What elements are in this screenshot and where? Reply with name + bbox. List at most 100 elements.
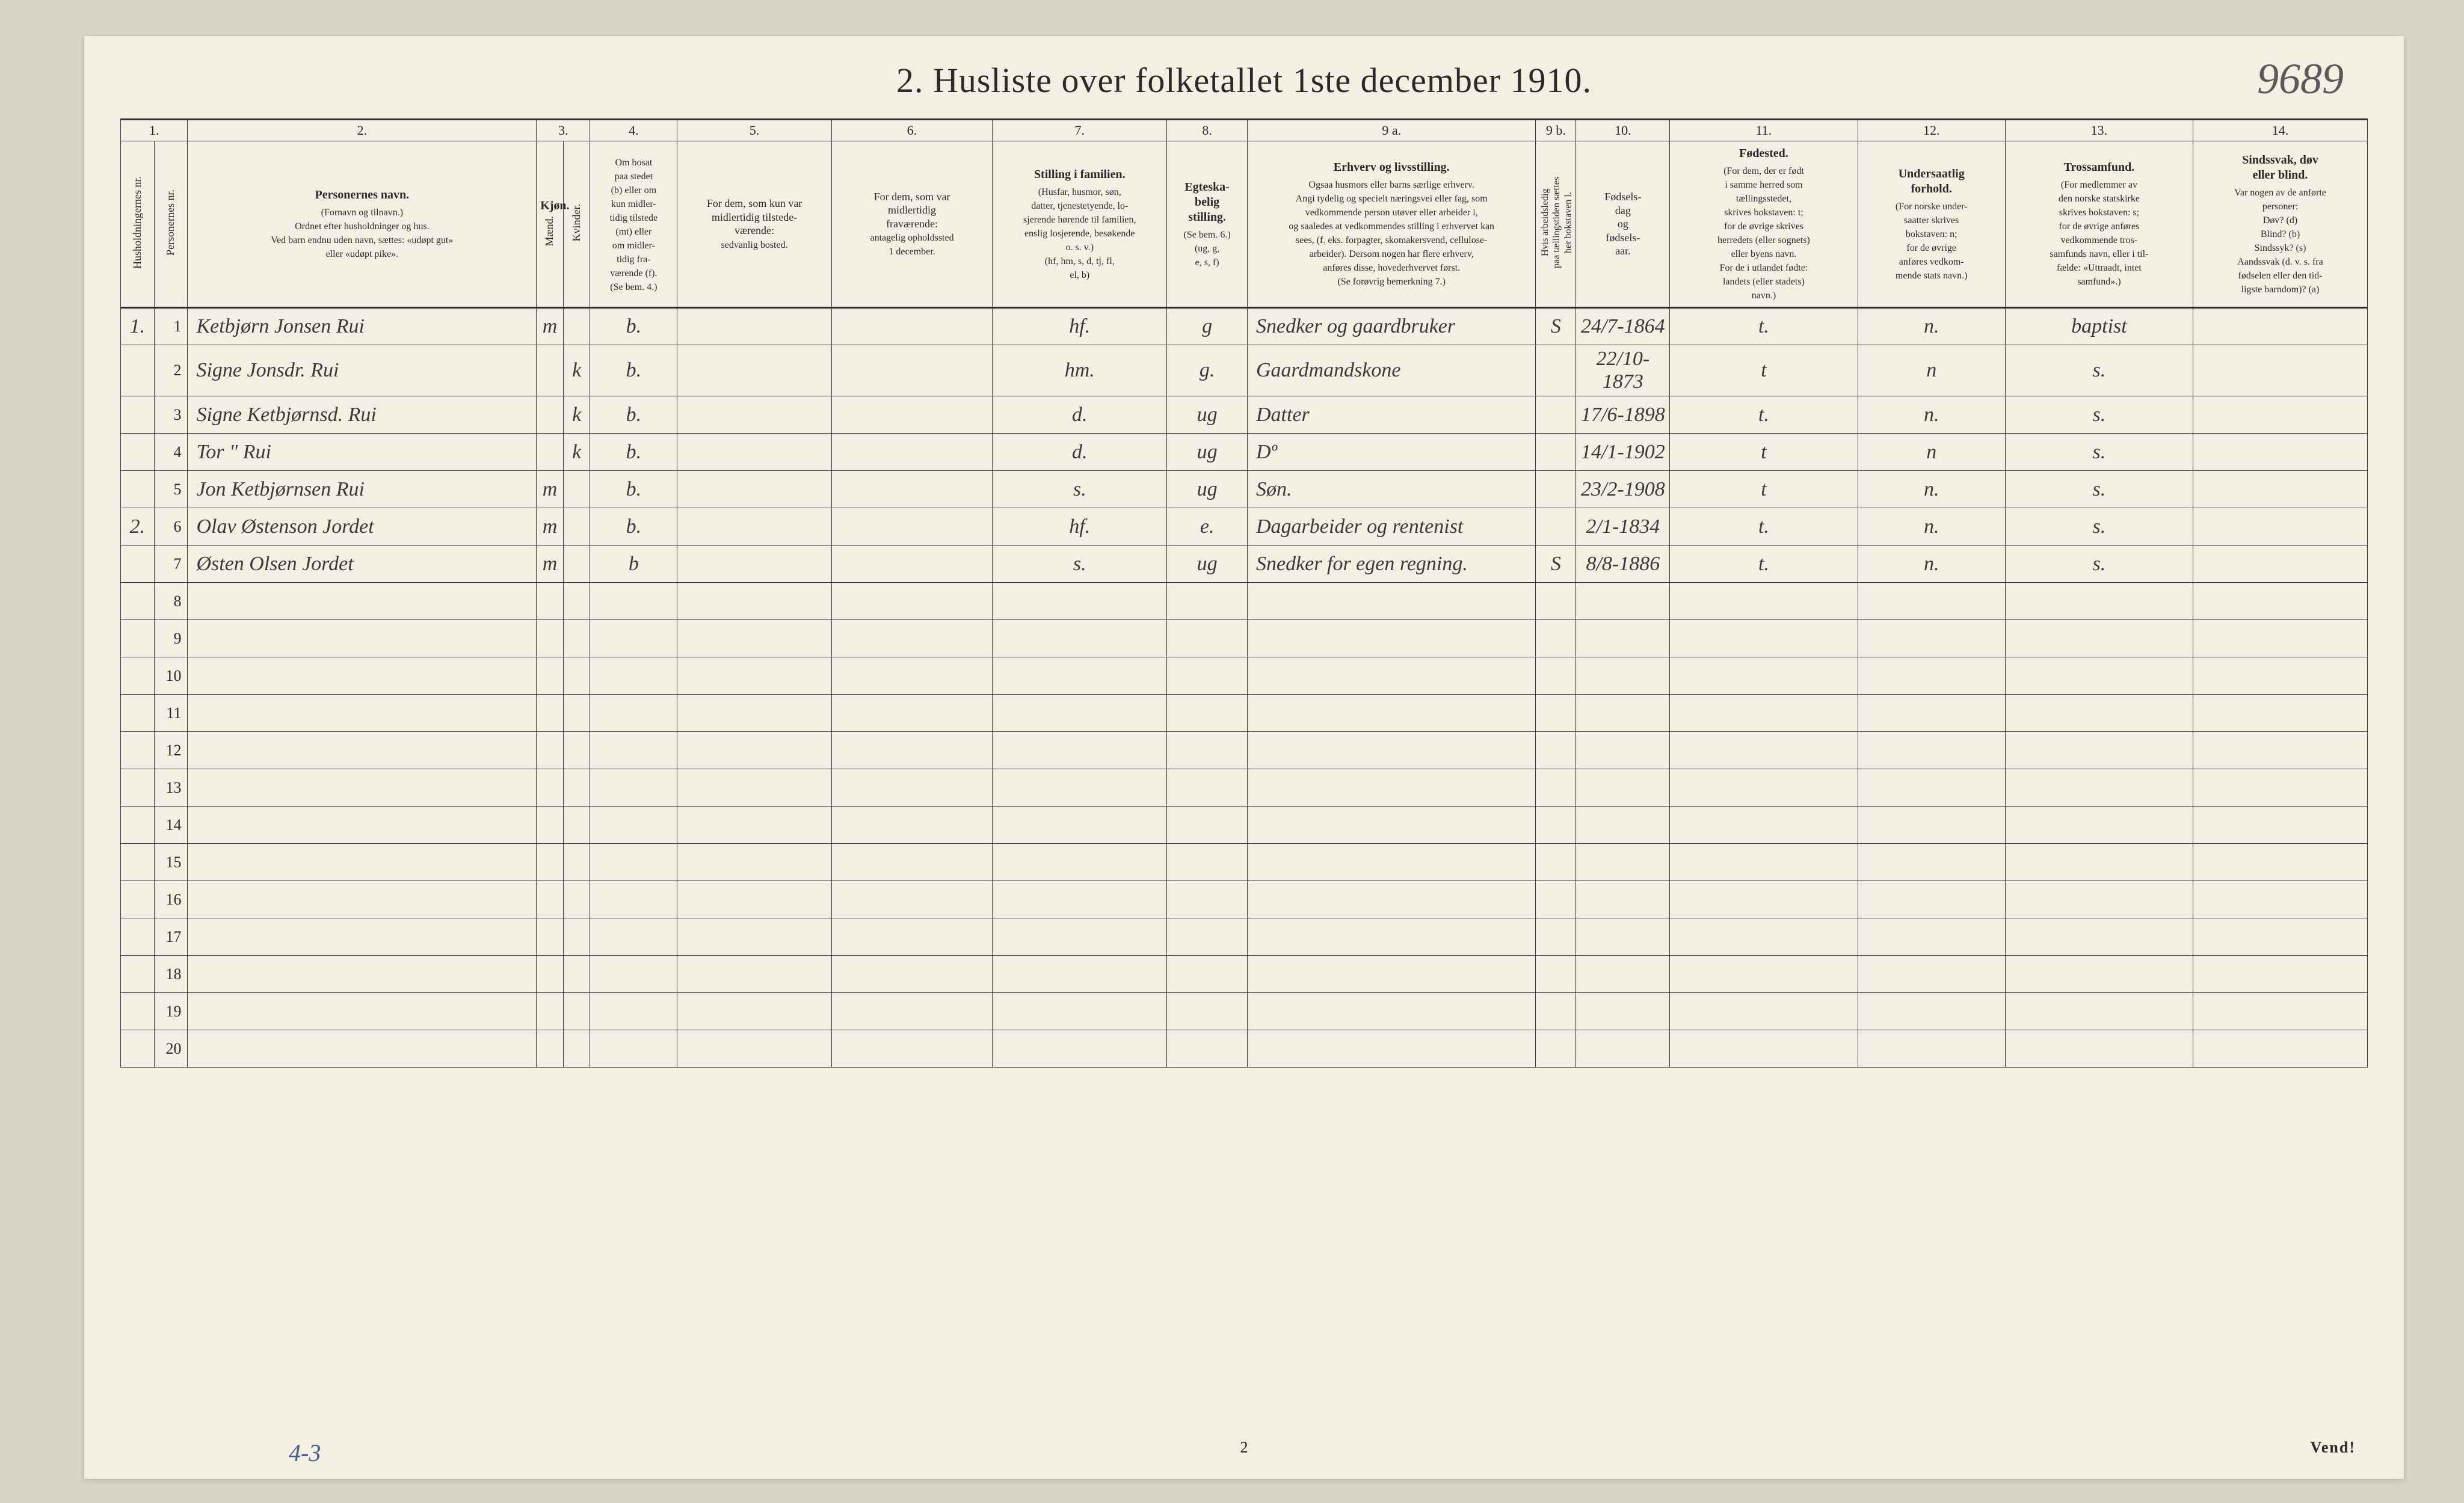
cell-unemployed [1536,471,1576,508]
cell-disability [2193,807,2368,844]
cell-temp-present [677,956,831,993]
cell-temp-absent [831,807,993,844]
cell-family-pos [993,956,1167,993]
cell-sex-m [537,396,564,434]
cell-disability [2193,956,2368,993]
cell-birthdate [1576,769,1670,807]
cell-nationality [1858,583,2005,620]
cell-unemployed [1536,620,1576,657]
cell-birthplace [1670,769,1858,807]
cell-religion [2005,695,2193,732]
cell-residence [590,732,677,769]
cell-birthplace [1670,657,1858,695]
cell-birthdate [1576,583,1670,620]
cell-household [121,546,155,583]
cell-family-pos: hf. [993,508,1167,546]
header-sex-k: Kvinder. [563,141,590,308]
cell-person-nr: 20 [154,1030,188,1068]
cell-residence [590,993,677,1030]
cell-occupation: Gaardmandskone [1248,345,1536,396]
cell-household [121,844,155,881]
cell-unemployed [1536,508,1576,546]
header-birthplace: Fødested. (For dem, der er fødti samme h… [1670,141,1858,308]
cell-person-nr: 19 [154,993,188,1030]
cell-birthdate [1576,918,1670,956]
cell-birthdate [1576,993,1670,1030]
cell-marital [1167,807,1248,844]
cell-religion [2005,844,2193,881]
cell-temp-absent [831,918,993,956]
cell-name [188,956,537,993]
cell-name [188,769,537,807]
cell-temp-absent [831,657,993,695]
header-nationality: Undersaatligforhold. (For norske under-s… [1858,141,2005,308]
cell-temp-present [677,695,831,732]
cell-family-pos: d. [993,396,1167,434]
cell-sex-m: m [537,308,564,345]
cell-family-pos: hf. [993,308,1167,345]
cell-marital [1167,1030,1248,1068]
cell-disability [2193,434,2368,471]
cell-birthplace: t [1670,434,1858,471]
colnum-13: 13. [2005,120,2193,141]
cell-marital: ug [1167,396,1248,434]
cell-sex-k [563,308,590,345]
cell-person-nr: 12 [154,732,188,769]
cell-sex-k [563,993,590,1030]
footer-page-number: 2 [1240,1439,1248,1457]
cell-sex-m [537,657,564,695]
cell-temp-present [677,993,831,1030]
cell-household [121,657,155,695]
cell-birthdate [1576,657,1670,695]
cell-disability [2193,769,2368,807]
footer-vend: Vend! [2310,1439,2356,1467]
cell-residence [590,881,677,918]
cell-unemployed [1536,844,1576,881]
cell-residence: b. [590,508,677,546]
cell-disability [2193,583,2368,620]
cell-nationality [1858,881,2005,918]
cell-disability [2193,308,2368,345]
cell-sex-k [563,769,590,807]
cell-residence [590,657,677,695]
table-row: 14 [121,807,2368,844]
cell-occupation [1248,583,1536,620]
cell-religion: s. [2005,396,2193,434]
cell-disability [2193,345,2368,396]
cell-residence [590,620,677,657]
cell-nationality [1858,695,2005,732]
cell-household [121,620,155,657]
cell-occupation: Søn. [1248,471,1536,508]
cell-birthplace: t. [1670,508,1858,546]
cell-birthdate: 8/8-1886 [1576,546,1670,583]
cell-nationality: n [1858,345,2005,396]
cell-occupation [1248,695,1536,732]
cell-nationality: n. [1858,471,2005,508]
cell-name [188,583,537,620]
colnum-9a: 9 a. [1248,120,1536,141]
cell-birthplace [1670,881,1858,918]
cell-sex-k [563,657,590,695]
cell-birthplace [1670,1030,1858,1068]
cell-temp-present [677,918,831,956]
cell-nationality: n [1858,434,2005,471]
cell-household [121,583,155,620]
header-sex-m: Kjøn. Mænd. [537,141,564,308]
cell-temp-absent [831,881,993,918]
cell-residence [590,918,677,956]
cell-name [188,1030,537,1068]
cell-birthplace [1670,918,1858,956]
cell-household [121,918,155,956]
cell-disability [2193,508,2368,546]
cell-person-nr: 16 [154,881,188,918]
cell-sex-m [537,807,564,844]
cell-unemployed [1536,769,1576,807]
header-religion: Trossamfund. (For medlemmer avden norske… [2005,141,2193,308]
colnum-4: 4. [590,120,677,141]
cell-nationality [1858,732,2005,769]
cell-family-pos [993,583,1167,620]
table-row: 4Tor " Ruikb.d.ugDº14/1-1902tns. [121,434,2368,471]
cell-sex-k [563,807,590,844]
cell-disability [2193,396,2368,434]
cell-person-nr: 11 [154,695,188,732]
